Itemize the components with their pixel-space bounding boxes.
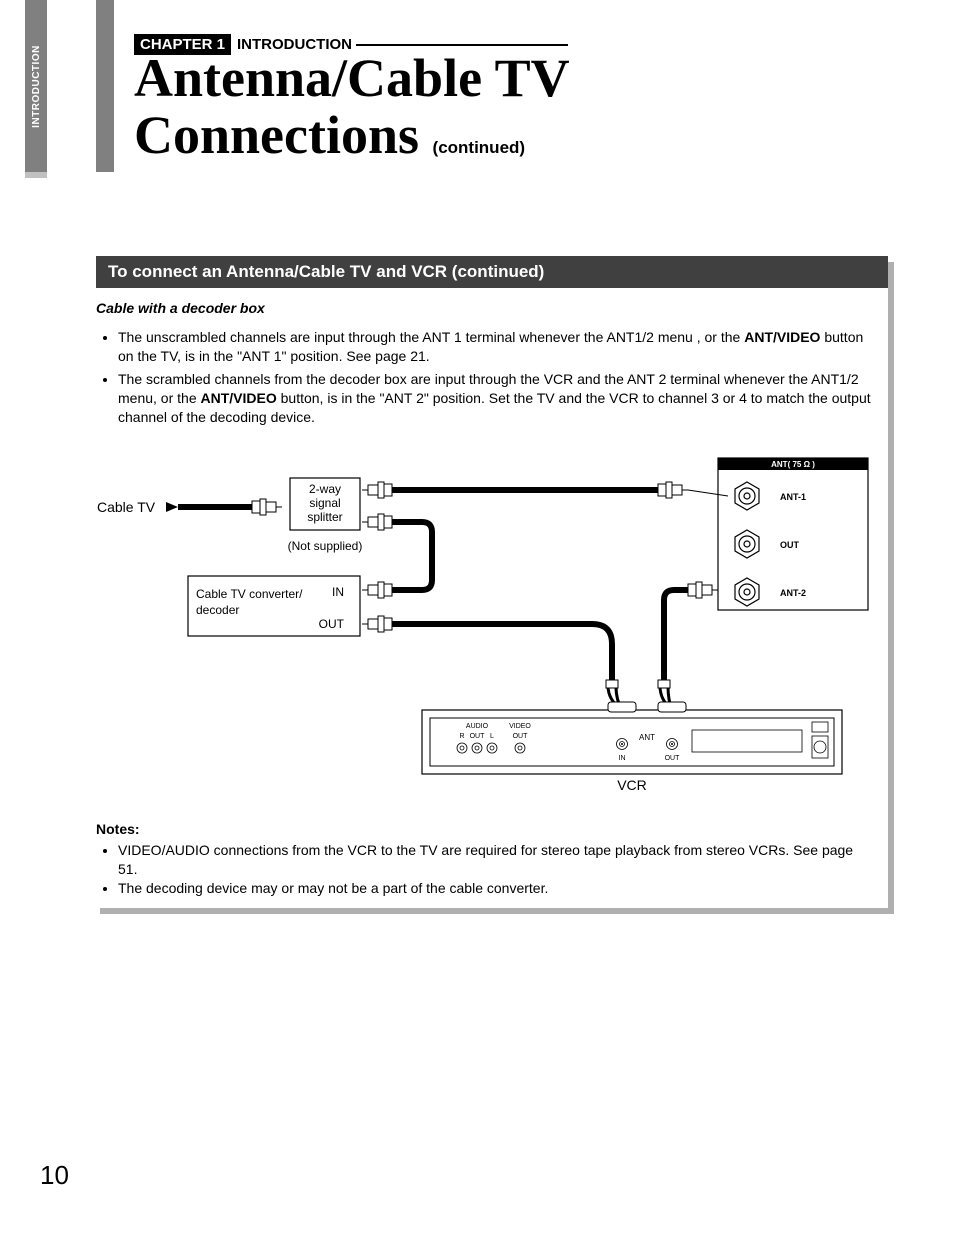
notes-heading: Notes: (96, 820, 876, 839)
side-tab-shadow (25, 172, 47, 178)
decoder-box: Cable TV converter/ decoder IN OUT (188, 576, 360, 636)
svg-text:OUT: OUT (665, 755, 681, 762)
svg-text:VIDEO: VIDEO (509, 723, 531, 730)
svg-text:IN: IN (332, 585, 344, 599)
body-bullet-list: The unscrambled channels are input throu… (96, 328, 876, 430)
svg-text:OUT: OUT (780, 540, 800, 550)
subsection-heading: Cable with a decoder box (96, 300, 265, 316)
note-1: VIDEO/AUDIO connections from the VCR to … (118, 841, 876, 879)
side-tab-label: INTRODUCTION (31, 45, 42, 128)
content-shadow-bottom (100, 908, 894, 914)
section-bar: To connect an Antenna/Cable TV and VCR (… (96, 256, 888, 288)
svg-text:VCR: VCR (617, 777, 647, 793)
content-shadow-right (888, 262, 894, 914)
svg-text:Cable TV converter/: Cable TV converter/ (196, 587, 303, 601)
svg-text:splitter: splitter (307, 510, 342, 524)
svg-text:Cable TV: Cable TV (97, 499, 156, 515)
svg-text:2-way: 2-way (309, 482, 341, 496)
title-suffix: (continued) (433, 138, 526, 157)
ant-panel: ANT( 75 Ω ) ANT-1 OUT ANT-2 (718, 458, 868, 610)
heading-accent-bar (96, 0, 114, 172)
svg-text:ANT-2: ANT-2 (780, 588, 806, 598)
svg-text:L: L (490, 733, 494, 740)
svg-text:(Not supplied): (Not supplied) (288, 539, 363, 553)
chapter-rule (356, 44, 568, 46)
notes-block: Notes: VIDEO/AUDIO connections from the … (96, 820, 876, 898)
svg-text:signal: signal (309, 496, 340, 510)
svg-text:OUT: OUT (513, 733, 529, 740)
side-tab: INTRODUCTION (25, 0, 47, 172)
svg-text:AUDIO: AUDIO (466, 723, 489, 730)
bullet-2: The scrambled channels from the decoder … (118, 370, 876, 427)
svg-text:ANT-1: ANT-1 (780, 492, 806, 502)
title-line-1: Antenna/Cable TV (134, 50, 570, 107)
bullet-1: The unscrambled channels are input throu… (118, 328, 876, 366)
svg-text:R: R (459, 733, 464, 740)
svg-text:OUT: OUT (319, 617, 345, 631)
svg-text:ANT( 75 Ω ): ANT( 75 Ω ) (771, 460, 815, 469)
title-line-2: Connections (continued) (134, 107, 570, 164)
svg-text:ANT: ANT (639, 733, 655, 742)
splitter-box: 2-way signal splitter (Not supplied) (288, 478, 363, 553)
svg-text:IN: IN (619, 755, 626, 762)
connection-diagram: ANT( 75 Ω ) ANT-1 OUT ANT-2 2-way signal… (92, 450, 884, 810)
vcr-box: AUDIO R OUT L VIDEO OUT ANT IN OUT VCR (422, 710, 842, 793)
svg-text:decoder: decoder (196, 603, 239, 617)
note-2: The decoding device may or may not be a … (118, 879, 876, 898)
page-number: 10 (40, 1160, 69, 1191)
svg-text:OUT: OUT (470, 733, 486, 740)
page-title: Antenna/Cable TV Connections (continued) (134, 50, 570, 163)
